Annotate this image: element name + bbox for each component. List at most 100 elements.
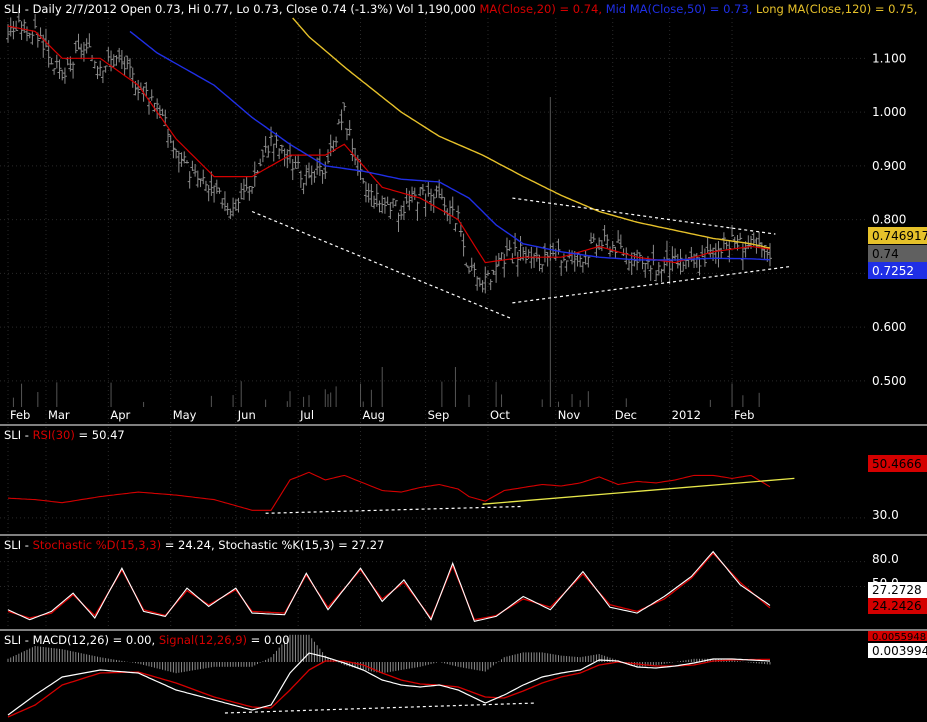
ohlc-bar <box>624 247 629 265</box>
ohlc-bar <box>743 241 748 258</box>
ohlc-bar <box>472 262 477 278</box>
ohlc-bar <box>201 169 206 185</box>
price-bars <box>6 7 772 294</box>
ohlc-bar <box>203 180 208 192</box>
ohlc-bar <box>716 241 721 268</box>
macd-signal-badge-bg <box>868 631 927 641</box>
ohlc-bar <box>491 269 496 275</box>
ohlc-bar <box>325 149 330 164</box>
ohlc-bar <box>564 260 569 272</box>
month-label: Mar <box>48 408 70 422</box>
ohlc-bar <box>692 253 697 269</box>
ohlc-bar <box>534 247 539 262</box>
ohlc-bar <box>523 246 528 264</box>
header-ma20: MA(Close,20) = 0.74, <box>479 2 605 16</box>
ohlc-bar <box>258 158 263 167</box>
month-label: Jul <box>299 408 314 422</box>
ohlc-bar <box>24 26 29 42</box>
header-symbol: SLI <box>4 2 21 16</box>
ohlc-bar <box>667 258 672 285</box>
ohlc-bar <box>16 7 21 23</box>
ohlc-bar <box>377 200 382 213</box>
ohlc-bar <box>388 202 393 219</box>
ohlc-bar <box>613 246 618 258</box>
rsi-label: RSI(30) <box>33 428 75 442</box>
rsi-header: SLI - RSI(30) = 50.47 <box>4 428 125 442</box>
ohlc-bar <box>84 38 89 54</box>
ohlc-bar <box>586 256 591 268</box>
ohlc-bar <box>391 198 396 208</box>
ohlc-bar <box>95 65 100 80</box>
macd-trendline <box>224 702 537 714</box>
ohlc-bar <box>128 58 133 78</box>
ohlc-bar <box>626 259 631 271</box>
ohlc-bar <box>654 270 659 282</box>
ohlc-bar <box>616 230 621 243</box>
macd-value: = 0.00, <box>109 633 159 647</box>
ohlc-bar <box>504 237 509 257</box>
ohlc-bar <box>404 188 409 204</box>
macd-header: SLI - MACD(12,26) = 0.00, Signal(12,26,9… <box>4 633 290 647</box>
ohlc-bar <box>656 261 661 276</box>
stoch-k-label: Stochastic %K(15,3) <box>218 538 334 552</box>
month-label: May <box>173 408 197 422</box>
ohlc-bar <box>92 60 97 69</box>
ohlc-bar <box>502 253 507 278</box>
stoch-d-value: = 24.24, <box>161 538 218 552</box>
volume-bars <box>12 97 760 407</box>
ohlc-bar <box>320 170 325 184</box>
ohlc-bar <box>480 280 485 293</box>
ohlc-bar <box>466 266 471 274</box>
rsi-ytick: 30.0 <box>872 508 899 522</box>
ohlc-bar <box>556 238 561 255</box>
ohlc-bar <box>193 164 198 177</box>
signal-value: = 0.00 <box>247 633 290 647</box>
ohlc-bar <box>542 243 547 263</box>
ohlc-bar <box>114 55 119 66</box>
ohlc-bar <box>683 254 688 270</box>
ohlc-bar <box>125 55 130 70</box>
ohlc-bar <box>477 277 482 287</box>
rsi-value: = 50.47 <box>75 428 125 442</box>
ohlc-bar <box>450 196 455 216</box>
ohlc-bar <box>184 160 189 164</box>
ohlc-bar <box>664 240 669 267</box>
ohlc-bar <box>136 79 141 101</box>
ohlc-bar <box>410 186 415 203</box>
stoch-k-value: = 27.27 <box>335 538 385 552</box>
ohlc-bar <box>670 246 675 272</box>
month-label: Aug <box>363 408 385 422</box>
ohlc-bar <box>589 232 594 244</box>
ohlc-bar <box>106 47 111 62</box>
ohlc-bar <box>225 202 230 215</box>
ohlc-bar <box>694 252 699 268</box>
ma50-badge-bg <box>868 262 927 279</box>
ohlc-bar <box>374 184 379 207</box>
ohlc-bar <box>396 212 401 233</box>
ohlc-bar <box>11 21 16 40</box>
ohlc-bar <box>708 244 713 258</box>
ohlc-bar <box>206 185 211 202</box>
ohlc-bar <box>130 67 135 88</box>
ohlc-bar <box>361 177 366 184</box>
stoch-ytick-80: 80.0 <box>872 552 899 566</box>
ohlc-bar <box>448 200 453 225</box>
ohlc-bar <box>738 232 743 241</box>
ohlc-bar <box>334 136 339 148</box>
price-ytick: 1.000 <box>872 105 906 119</box>
ohlc-bar <box>380 195 385 214</box>
rsi-badge-bg <box>868 455 927 472</box>
ohlc-bar <box>439 188 444 200</box>
ma20-line <box>7 25 771 264</box>
ohlc-bar <box>344 128 349 141</box>
ma50-badge: 0.7252 <box>872 264 914 278</box>
ohlc-bar <box>269 126 274 147</box>
price-grid <box>0 18 865 425</box>
ohlc-bar <box>540 264 545 273</box>
ohlc-bar <box>453 223 458 232</box>
ohlc-bar <box>456 205 461 221</box>
ohlc-bar <box>277 148 282 160</box>
stoch-k-badge-bg <box>868 582 927 598</box>
ohlc-bar <box>621 248 626 257</box>
